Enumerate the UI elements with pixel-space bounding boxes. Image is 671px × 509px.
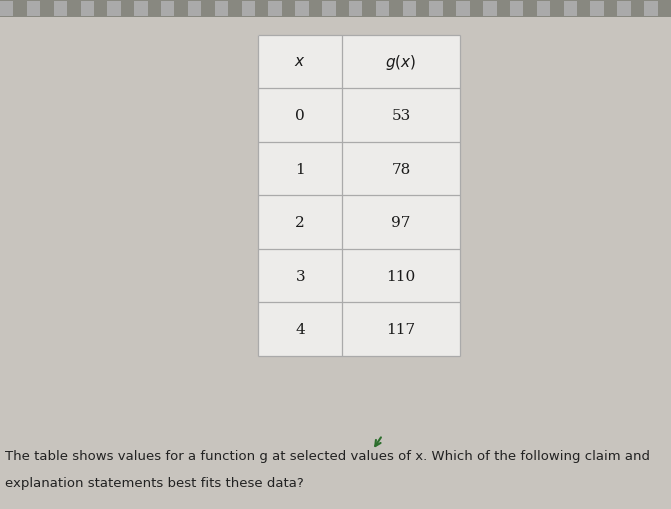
Text: 53: 53 xyxy=(391,109,411,123)
FancyBboxPatch shape xyxy=(644,2,658,17)
FancyBboxPatch shape xyxy=(0,2,13,17)
FancyBboxPatch shape xyxy=(590,2,604,17)
FancyBboxPatch shape xyxy=(268,2,282,17)
FancyBboxPatch shape xyxy=(258,36,460,89)
Text: 78: 78 xyxy=(391,162,411,176)
FancyBboxPatch shape xyxy=(134,2,148,17)
FancyBboxPatch shape xyxy=(510,2,523,17)
Text: The table shows values for a function g at selected values of x. Which of the fo: The table shows values for a function g … xyxy=(5,449,650,462)
Text: 0: 0 xyxy=(295,109,305,123)
FancyBboxPatch shape xyxy=(403,2,416,17)
FancyBboxPatch shape xyxy=(215,2,228,17)
Text: explanation statements best fits these data?: explanation statements best fits these d… xyxy=(5,476,304,489)
Text: 117: 117 xyxy=(386,323,415,336)
FancyBboxPatch shape xyxy=(295,2,309,17)
FancyBboxPatch shape xyxy=(258,249,460,303)
FancyBboxPatch shape xyxy=(258,89,460,143)
FancyBboxPatch shape xyxy=(322,2,336,17)
Text: $g(x)$: $g(x)$ xyxy=(385,53,417,72)
FancyBboxPatch shape xyxy=(258,143,460,196)
Text: 97: 97 xyxy=(391,216,411,230)
Text: 3: 3 xyxy=(295,269,305,283)
FancyBboxPatch shape xyxy=(349,2,362,17)
Text: $x$: $x$ xyxy=(295,55,306,69)
FancyBboxPatch shape xyxy=(258,303,460,356)
FancyBboxPatch shape xyxy=(537,2,550,17)
FancyBboxPatch shape xyxy=(107,2,121,17)
FancyBboxPatch shape xyxy=(564,2,577,17)
FancyBboxPatch shape xyxy=(617,2,631,17)
FancyBboxPatch shape xyxy=(81,2,94,17)
FancyBboxPatch shape xyxy=(0,0,671,18)
FancyBboxPatch shape xyxy=(258,196,460,249)
FancyBboxPatch shape xyxy=(376,2,389,17)
FancyBboxPatch shape xyxy=(188,2,201,17)
Text: 110: 110 xyxy=(386,269,415,283)
FancyBboxPatch shape xyxy=(242,2,255,17)
FancyBboxPatch shape xyxy=(483,2,497,17)
Text: 2: 2 xyxy=(295,216,305,230)
FancyBboxPatch shape xyxy=(27,2,40,17)
FancyBboxPatch shape xyxy=(456,2,470,17)
FancyBboxPatch shape xyxy=(429,2,443,17)
Text: 1: 1 xyxy=(295,162,305,176)
FancyBboxPatch shape xyxy=(161,2,174,17)
FancyBboxPatch shape xyxy=(54,2,67,17)
Text: 4: 4 xyxy=(295,323,305,336)
